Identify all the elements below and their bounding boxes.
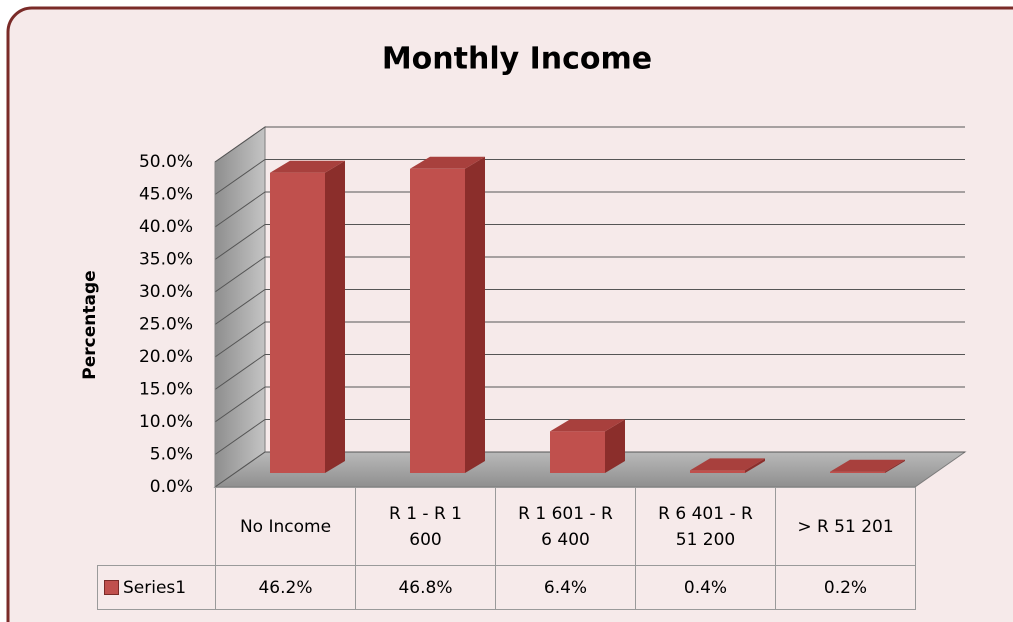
- bar: [550, 431, 605, 473]
- category-cell: > R 51 201: [775, 487, 916, 566]
- bar: [690, 470, 745, 473]
- bar-top: [830, 459, 905, 472]
- value-cell: 46.2%: [215, 565, 356, 610]
- y-tick-label: 5.0%: [150, 445, 193, 465]
- chart-title: Monthly Income: [382, 42, 652, 77]
- y-axis-label: Percentage: [80, 270, 100, 379]
- bar-top: [270, 160, 345, 173]
- value-cell: 46.8%: [355, 565, 496, 610]
- y-tick-label: 45.0%: [139, 185, 193, 205]
- value-cell: 0.2%: [775, 565, 916, 610]
- category-cell: No Income: [215, 487, 356, 566]
- bar: [410, 168, 465, 474]
- bar-top: [550, 419, 625, 432]
- grid-line: [214, 386, 965, 423]
- category-cell: R 1 - R 1 600: [355, 487, 496, 566]
- bar-side: [605, 419, 625, 473]
- value-cell: 6.4%: [495, 565, 636, 610]
- y-tick-label: 30.0%: [139, 282, 193, 302]
- y-tick-label: 25.0%: [139, 315, 193, 335]
- y-tick-label: 40.0%: [139, 217, 193, 237]
- category-cell: R 1 601 - R 6 400: [495, 487, 636, 566]
- bar-side: [745, 458, 765, 473]
- bar-side: [465, 156, 485, 474]
- bar-side: [325, 160, 345, 473]
- grid-line: [214, 159, 965, 195]
- category-cell: R 6 401 - R 51 200: [635, 487, 776, 566]
- y-tick-label: 20.0%: [139, 347, 193, 367]
- y-tick-label: 15.0%: [139, 380, 193, 400]
- bar: [270, 172, 325, 473]
- y-tick-label: 10.0%: [139, 412, 193, 432]
- bar-top: [410, 156, 485, 169]
- grid-line: [214, 256, 965, 293]
- grid-line: [214, 289, 965, 325]
- bar-side: [885, 459, 905, 473]
- y-tick-label: 35.0%: [139, 250, 193, 270]
- legend-label: Series1: [123, 577, 187, 598]
- y-tick-label: 50.0%: [139, 152, 193, 172]
- value-cell: 0.4%: [635, 565, 776, 610]
- legend-swatch: [104, 580, 119, 595]
- grid-line: [214, 419, 965, 455]
- bar-top: [690, 458, 765, 471]
- grid-line: [214, 191, 965, 228]
- bar: [830, 471, 885, 473]
- grid-line: [214, 126, 965, 163]
- grid-line: [214, 451, 965, 488]
- grid-line: [214, 321, 965, 358]
- grid-line: [214, 354, 965, 390]
- y-tick-label: 0.0%: [150, 477, 193, 497]
- legend-cell: Series1: [97, 565, 216, 610]
- grid-line: [214, 224, 965, 260]
